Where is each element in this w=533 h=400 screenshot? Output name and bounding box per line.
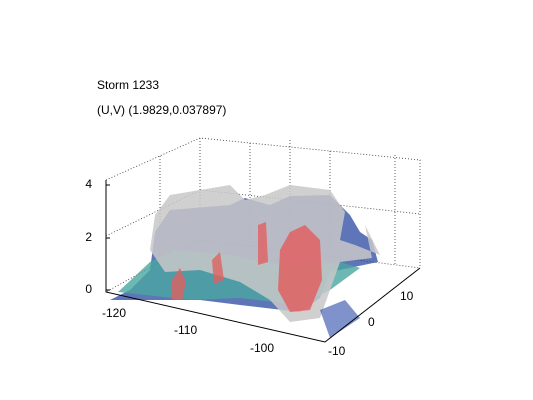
z-tick-label: 0 — [85, 282, 92, 296]
subtitle: (U,V) (1.9829,0.037897) — [97, 103, 226, 117]
title: Storm 1233 — [97, 78, 159, 92]
y-tick-label: 0 — [368, 315, 375, 329]
x-tick-label: -100 — [250, 341, 274, 355]
z-tick-label: 2 — [85, 230, 92, 244]
y-tick-label: 10 — [400, 289, 414, 303]
y-tick-label: -10 — [328, 344, 346, 358]
x-tick-label: -110 — [174, 323, 197, 337]
x-tick-label: -120 — [102, 306, 126, 320]
isosurfaces — [110, 185, 380, 338]
z-tick-label: 4 — [85, 177, 92, 191]
axes — [105, 180, 421, 343]
